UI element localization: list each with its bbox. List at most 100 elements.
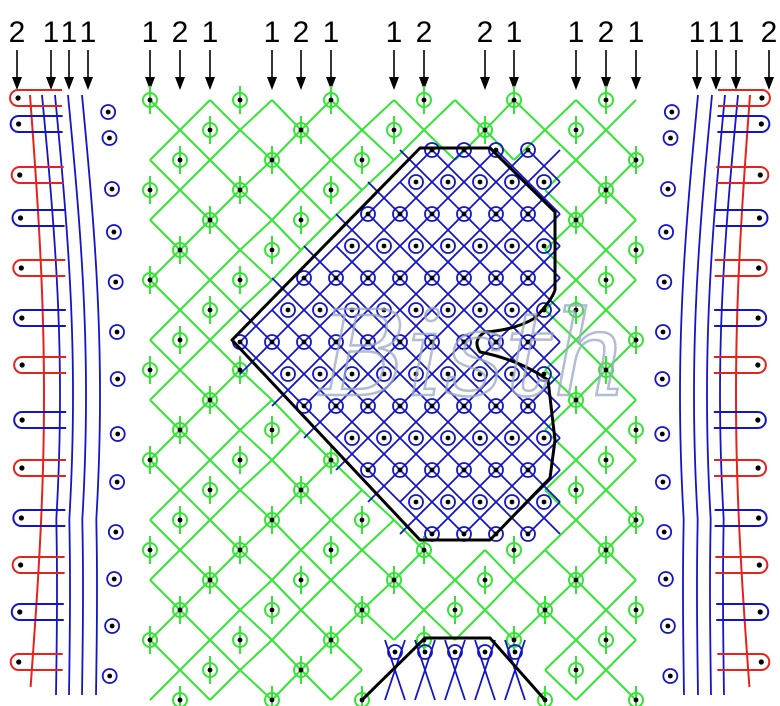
motif-pin-loop bbox=[520, 462, 536, 478]
down-arrow-icon bbox=[601, 77, 611, 90]
pin-dot-icon bbox=[237, 457, 243, 463]
pin-dot-icon bbox=[285, 371, 291, 377]
ground-thread bbox=[209, 279, 241, 311]
motif-pin-loop bbox=[376, 302, 392, 318]
pin-dot-icon bbox=[758, 121, 764, 127]
motif-pin-loop bbox=[376, 238, 392, 254]
down-arrow-icon bbox=[46, 77, 56, 90]
pin-dot-icon bbox=[633, 517, 639, 523]
pin-dot-icon bbox=[413, 307, 419, 313]
ground-thread bbox=[330, 129, 363, 161]
down-arrow-icon bbox=[145, 77, 155, 90]
ground-pin-loop bbox=[293, 122, 309, 138]
left-inner-loop bbox=[104, 181, 120, 197]
ground-pin-loop bbox=[323, 632, 339, 648]
ground-thread bbox=[605, 279, 637, 311]
pin-dot-icon bbox=[177, 157, 183, 163]
motif-pin-loop bbox=[424, 206, 440, 222]
pin-dot-icon bbox=[349, 435, 355, 441]
ground-thread bbox=[330, 519, 363, 551]
ground-pin-loop bbox=[416, 92, 432, 108]
ground-pin-loop bbox=[628, 332, 644, 348]
pin-dot-icon bbox=[365, 339, 371, 345]
motif-pin-loop bbox=[376, 430, 392, 446]
ground-thread bbox=[454, 609, 486, 641]
left-inner-loop bbox=[107, 524, 124, 540]
side-borders bbox=[9, 89, 771, 696]
left-edge-loop bbox=[9, 653, 63, 671]
ground-thread bbox=[271, 609, 302, 641]
pin-dot-icon bbox=[359, 517, 365, 523]
pin-dot-icon bbox=[445, 499, 451, 505]
pin-dot-icon bbox=[365, 211, 371, 217]
motif-outline-path bbox=[230, 146, 557, 542]
pin-dot-icon bbox=[493, 211, 499, 217]
pin-dot-icon bbox=[207, 397, 213, 403]
ground-pin-loop bbox=[568, 662, 584, 678]
pin-dot-icon bbox=[573, 127, 579, 133]
pin-label: 1 bbox=[708, 16, 725, 49]
pin-dot-icon bbox=[633, 157, 639, 163]
motif-pin-loop bbox=[328, 334, 344, 350]
ground-pin-loop bbox=[232, 272, 248, 288]
ground-pin-loop bbox=[293, 662, 309, 678]
pin-dot-icon bbox=[511, 547, 517, 553]
ground-pin-loop bbox=[568, 122, 584, 138]
left-edge-loop bbox=[12, 309, 66, 327]
ground-thread bbox=[179, 129, 211, 161]
ground-pin-loop bbox=[628, 512, 644, 528]
ground-thread bbox=[209, 609, 241, 641]
left-inner-loop bbox=[104, 618, 121, 634]
pin-dot-icon bbox=[413, 179, 419, 185]
pin-dot-icon bbox=[109, 186, 115, 192]
ground-pin-loop bbox=[323, 92, 339, 108]
ground-pin-loop bbox=[142, 272, 158, 288]
motif-pin-loop bbox=[456, 398, 472, 414]
pin-label: 1 bbox=[728, 16, 745, 49]
ground-thread bbox=[605, 99, 637, 131]
left-edge-thread bbox=[29, 94, 45, 688]
motif-pin-loop bbox=[536, 174, 552, 190]
ground-thread bbox=[605, 459, 637, 491]
motif-pin-loop bbox=[456, 142, 472, 158]
ground-thread bbox=[423, 129, 456, 161]
ground-pin-loop bbox=[598, 92, 614, 108]
pin-dot-icon bbox=[461, 339, 467, 345]
pin-dot-icon bbox=[661, 529, 667, 535]
pin-dot-icon bbox=[317, 307, 323, 313]
pin-dot-icon bbox=[509, 435, 515, 441]
ground-thread bbox=[239, 219, 273, 251]
pin-dot-icon bbox=[573, 487, 579, 493]
ground-thread bbox=[605, 579, 637, 611]
pin-dot-icon bbox=[301, 275, 307, 281]
pin-dot-icon bbox=[177, 517, 183, 523]
right-inner-loop bbox=[662, 668, 679, 684]
motif-pin-loop bbox=[344, 366, 360, 382]
pin-dot-icon bbox=[668, 135, 673, 141]
right-edge-thread bbox=[735, 94, 751, 688]
ground-thread bbox=[209, 669, 241, 701]
ground-thread bbox=[575, 279, 607, 311]
right-edge-loop bbox=[717, 653, 771, 671]
ground-thread bbox=[149, 189, 181, 221]
ground-pin-loop bbox=[354, 692, 370, 706]
ground-thread bbox=[605, 639, 637, 671]
pin-dot-icon bbox=[525, 467, 531, 473]
left-edge-loop bbox=[12, 509, 66, 527]
down-arrow-icon bbox=[419, 77, 429, 90]
pin-dot-icon bbox=[328, 547, 334, 553]
motif-pin-loop bbox=[424, 398, 440, 414]
pin-dot-icon bbox=[757, 609, 763, 615]
pin-dot-icon bbox=[207, 127, 213, 133]
ground-pin-loop bbox=[264, 422, 280, 438]
right-passive-thread bbox=[693, 94, 713, 696]
motif-pin-loop bbox=[408, 174, 424, 190]
motif-pin-loop bbox=[472, 238, 488, 254]
ground-pin-loop bbox=[354, 152, 370, 168]
pin-dot-icon bbox=[237, 97, 243, 103]
motif-pin-loop bbox=[472, 174, 488, 190]
down-arrow-icon bbox=[711, 77, 721, 90]
right-passive-thread bbox=[719, 94, 739, 696]
ground-pin-loop bbox=[386, 572, 402, 588]
motif-pin-loop bbox=[504, 238, 520, 254]
